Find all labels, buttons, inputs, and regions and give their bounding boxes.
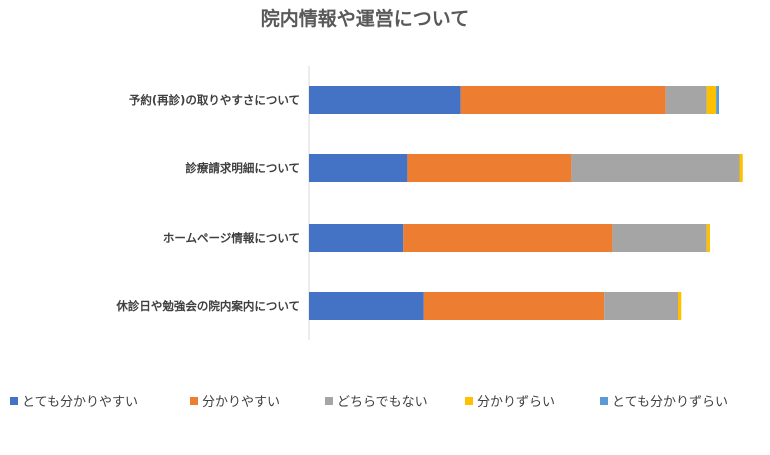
bar-segment [706, 86, 717, 114]
legend-item: とても分かりやすい [10, 395, 138, 410]
legend-swatch [190, 397, 198, 405]
legend-label: どちらでもない [337, 395, 428, 410]
category-label: 診療請求明細について [185, 161, 300, 175]
bar-segment [309, 154, 408, 182]
bar-segment [739, 154, 743, 182]
legend-label: とても分かりやすい [22, 395, 138, 410]
category-label: 休診日や勉強会の院内案内について [115, 299, 300, 313]
category-label: ホームページ情報について [163, 231, 300, 245]
bars-group [309, 86, 743, 320]
bar-segment [309, 224, 404, 252]
bar-segment [309, 86, 461, 114]
bar-segment [460, 86, 666, 114]
bar-segment [407, 154, 572, 182]
bar-segment [604, 292, 678, 320]
legend-swatch [465, 397, 473, 405]
bar-segment [678, 292, 682, 320]
bar-segment [309, 292, 424, 320]
legend-item: 分かりずらい [465, 395, 555, 410]
legend-label: 分かりやすい [202, 395, 280, 410]
bar-segment [716, 86, 719, 114]
bar-segment [403, 224, 613, 252]
chart-title: 院内情報や運営について [261, 7, 469, 30]
legend-swatch [325, 397, 333, 405]
legend-item: どちらでもない [325, 395, 428, 410]
legend-label: 分かりずらい [477, 395, 555, 410]
bar-segment [423, 292, 605, 320]
category-labels: 予約(再診)の取りやすさについて診療請求明細についてホームページ情報について休診… [115, 93, 300, 313]
category-label: 予約(再診)の取りやすさについて [129, 93, 300, 107]
bar-segment [612, 224, 707, 252]
legend-item: 分かりやすい [190, 395, 280, 410]
legend: とても分かりやすい 分かりやすい どちらでもない 分かりずらい とても分かりずらい [10, 395, 728, 410]
bar-segment [665, 86, 707, 114]
legend-label: とても分かりずらい [612, 395, 728, 410]
bar-segment [706, 224, 710, 252]
bar-segment [571, 154, 740, 182]
legend-swatch [10, 397, 18, 405]
legend-swatch [600, 397, 608, 405]
legend-item: とても分かりずらい [600, 395, 728, 410]
